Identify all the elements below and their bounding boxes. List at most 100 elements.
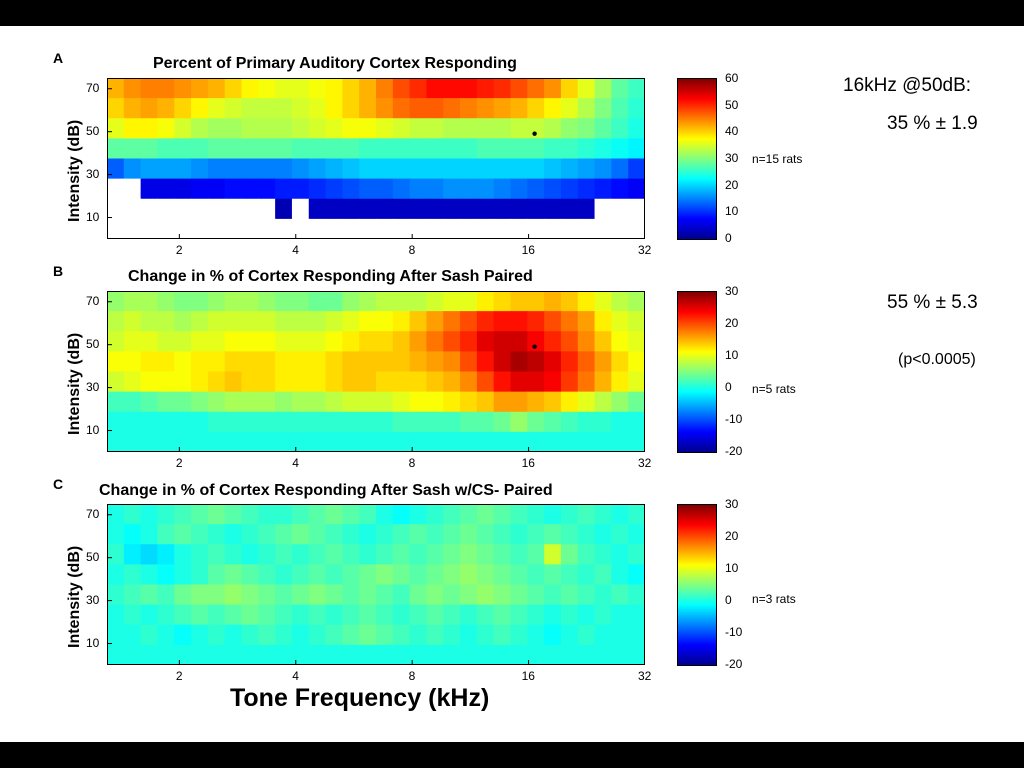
heatmap-cell (510, 624, 528, 646)
heatmap-cell (258, 544, 276, 565)
heatmap-cell (376, 311, 394, 332)
heatmap-cell (443, 178, 461, 200)
heatmap-cell (560, 78, 579, 99)
heatmap-cell (224, 504, 243, 525)
heatmap-cell (426, 291, 444, 312)
heatmap-cell (308, 158, 327, 180)
heatmap-cell (258, 371, 276, 393)
heatmap-cell (224, 544, 243, 565)
heatmap-b (107, 291, 645, 452)
heatmap-cell (325, 431, 343, 452)
heatmap-cell (174, 431, 192, 452)
heatmap-cell (325, 604, 343, 626)
heatmap-cell (191, 504, 209, 525)
heatmap-cell (560, 604, 579, 626)
heatmap-cell (224, 524, 243, 545)
heatmap-cell (544, 431, 562, 452)
heatmap-cell (510, 604, 528, 626)
heatmap-cell (527, 291, 545, 312)
heatmap-cell (392, 311, 411, 332)
heatmap-cell (308, 98, 327, 119)
heatmap-cell (207, 158, 226, 180)
heatmap-cell (392, 411, 411, 433)
heatmap-cell (560, 178, 579, 200)
heatmap-cell (275, 351, 293, 373)
colorbar-tick-label: -10 (725, 412, 743, 426)
heatmap-cell (577, 604, 596, 626)
heatmap-cell (409, 544, 428, 565)
heatmap-cell (174, 98, 192, 119)
heatmap-cell (426, 504, 444, 525)
heatmap-cell (544, 624, 562, 646)
heatmap-cell (460, 198, 478, 220)
heatmap-cell (594, 584, 612, 606)
heatmap-cell (342, 138, 360, 160)
heatmap-cell (241, 351, 259, 373)
heatmap-cell (224, 218, 243, 239)
heatmap-cell (275, 178, 293, 200)
heatmap-cell (577, 78, 596, 99)
heatmap-cell (275, 311, 293, 332)
heatmap-cell (493, 544, 512, 565)
heatmap-cell (544, 311, 562, 332)
heatmap-cell (628, 411, 645, 433)
heatmap-cell (392, 331, 411, 352)
colorbar-tick-label: 40 (725, 124, 739, 139)
heatmap-cell (258, 504, 276, 525)
heatmap-cell (577, 564, 596, 586)
heatmap-cell (275, 78, 293, 99)
heatmap-cell (224, 624, 243, 646)
heatmap-cell (241, 371, 259, 393)
heatmap-cell (123, 624, 142, 646)
heatmap-cell (207, 198, 226, 220)
heatmap-cell (510, 291, 528, 312)
heatmap-cell (577, 138, 596, 160)
heatmap-cell (527, 544, 545, 565)
heatmap-cell (342, 504, 360, 525)
heatmap-cell (409, 158, 428, 180)
heatmap-cell (376, 644, 394, 665)
heatmap-cell (611, 78, 629, 99)
heatmap-cell (140, 218, 159, 239)
heatmap-cell (376, 291, 394, 312)
heatmap-cell (594, 524, 612, 545)
heatmap-cell (325, 291, 343, 312)
heatmap-cell (560, 118, 579, 139)
heatmap-cell (308, 198, 327, 220)
heatmap-cell (476, 371, 495, 393)
heatmap-cell (577, 351, 596, 373)
heatmap-cell (123, 218, 142, 239)
heatmap-cell (123, 98, 142, 119)
x-tick-label: 4 (292, 669, 299, 683)
plot-frame (107, 78, 645, 239)
heatmap-cell (460, 311, 478, 332)
heatmap-cell (460, 544, 478, 565)
heatmap-cell (426, 544, 444, 565)
heatmap-cell (224, 564, 243, 586)
heatmap-cell (359, 584, 377, 606)
heatmap-cell (107, 371, 125, 393)
heatmap-cell (409, 624, 428, 646)
heatmap-cell (426, 98, 444, 119)
x-tick-label: 2 (175, 243, 183, 257)
heatmap-cell (258, 311, 276, 332)
y-axis-label-c: Intensity (dB) (66, 545, 83, 648)
heatmap-cell (123, 138, 142, 160)
heatmap-cell (493, 371, 512, 393)
heatmap-cell (258, 291, 276, 312)
heatmap-cell (224, 604, 243, 626)
heatmap-cell (207, 138, 226, 160)
heatmap-cell (157, 351, 175, 373)
heatmap-cell (342, 564, 360, 586)
heatmap-cell (476, 351, 495, 373)
heatmap-cell (510, 331, 528, 352)
heatmap-cell (527, 624, 545, 646)
heatmap-cell (308, 291, 327, 312)
heatmap-cell (493, 504, 512, 525)
heatmap-cell (460, 391, 478, 413)
heatmap-cell (275, 624, 293, 646)
heatmap-cell (241, 431, 259, 452)
x-tick-label: 8 (408, 456, 416, 470)
heatmap-cell (140, 544, 159, 565)
heatmap-cell (359, 411, 377, 433)
